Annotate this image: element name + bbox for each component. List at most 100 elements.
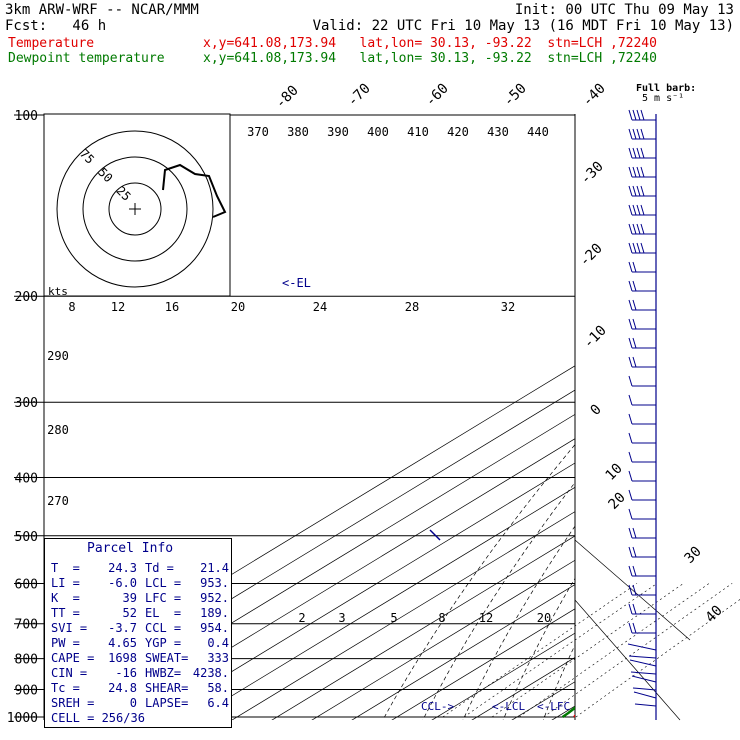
wind-barb-flag (628, 470, 633, 482)
wind-barb-flag (628, 356, 633, 368)
parcel-info-cell: 1698 (108, 651, 137, 665)
hodograph-trace (162, 163, 227, 218)
isotherm-label: -40 (580, 81, 609, 110)
parcel-info-cell: EL = (145, 606, 182, 620)
wind-barb-flag (628, 242, 633, 254)
wind-barb-flag (640, 166, 645, 178)
wind-barb-flag (628, 375, 633, 387)
wind-barb-flag (640, 128, 645, 140)
wind-barb-flag (628, 261, 633, 273)
hodograph-speed-label: 28 (405, 300, 419, 314)
isotherm-line (271, 535, 575, 720)
dry-adiabat-lines (382, 444, 575, 720)
wind-barb (632, 687, 657, 691)
el-marker: <-EL (282, 276, 311, 290)
wind-barb-flag (632, 622, 637, 634)
wind-barb-flag (628, 166, 633, 178)
wind-barb-flag (632, 223, 637, 235)
pressure-tick-label: 100 (15, 109, 38, 124)
wind-barb-flag (628, 280, 633, 292)
hodograph-speed-label: 16 (165, 300, 179, 314)
pressure-tick-label: 1000 (7, 711, 38, 726)
parcel-info-cell: LCL = (145, 576, 182, 590)
hodograph-speed-axis-label: kts (48, 285, 68, 298)
parcel-info-cell: Tc = (51, 681, 80, 695)
parcel-info-cell: SWEAT= (145, 651, 189, 665)
model-title: 3km ARW-WRF -- NCAR/MMM (5, 2, 199, 18)
init-time: Init: 00 UTC Thu 09 May 13 (514, 2, 734, 18)
wind-barb-flag (628, 584, 633, 596)
pressure-tick-label: 300 (15, 396, 38, 411)
wind-barb-flag (636, 166, 641, 178)
theta-label: 370 (247, 125, 269, 139)
wind-barb-flag (640, 242, 645, 254)
wind-barb (628, 655, 657, 659)
pressure-tick-label: 500 (15, 530, 38, 545)
wind-barb-flag (632, 280, 637, 292)
wind-barb-flag (632, 109, 637, 121)
hodograph-ring (56, 130, 214, 288)
sounding-series (561, 706, 575, 719)
wind-barb-flag (632, 261, 637, 273)
wind-barb-flag (640, 147, 645, 159)
wind-barb-flag (632, 527, 637, 539)
parcel-info-cell: YGP = (145, 636, 182, 650)
parcel-info-cell: -16 (115, 666, 137, 680)
parcel-info-cell: CIN = (51, 666, 88, 680)
parcel-info-cell: 4.65 (108, 636, 137, 650)
parcel-info-cell: TT = (51, 606, 80, 620)
parcel-info-cell: SREH = (51, 696, 95, 710)
lfc-marker: <-LFC (537, 700, 570, 713)
wind-barb-flag (628, 565, 633, 577)
parcel-info-cell: HWBZ= (145, 666, 182, 680)
wind-barb-flag (628, 185, 633, 197)
parcel-info-cell: 58. (207, 681, 229, 695)
theta-label: 430 (487, 125, 509, 139)
hodograph-speed-label: 20 (231, 300, 245, 314)
wind-barb-flag (628, 223, 633, 235)
hodograph-speed-label: 12 (111, 300, 125, 314)
parcel-info-cell: 953. (200, 576, 229, 590)
parcel-info-cell: PW = (51, 636, 80, 650)
mixing-ratio-label: 3 (338, 611, 345, 625)
mixing-ratio-line (543, 583, 733, 718)
parcel-info-cell: Td = (145, 561, 174, 575)
parcel-info-cell: 6.4 (207, 696, 229, 710)
pressure-tick-label: 400 (15, 471, 38, 486)
hodograph-speed-label: 24 (313, 300, 327, 314)
wind-barb (630, 671, 657, 675)
wind-barb-flag (628, 128, 633, 140)
wind-barb-flag (628, 622, 633, 634)
parcel-info-cell: CAPE = (51, 651, 95, 665)
wind-barb-flag (640, 109, 645, 121)
theta-side-label: 290 (47, 349, 69, 363)
wind-barb-flag (636, 185, 641, 197)
parcel-info-cell: LI = (51, 576, 80, 590)
parcel-info-cell: 952. (200, 591, 229, 605)
parcel-info-cell: T = (51, 561, 80, 575)
wind-barb-flag (628, 603, 633, 615)
wind-barb-flag (628, 109, 633, 121)
mixing-ratio-line (518, 583, 710, 718)
forecast-hour: Fcst: 46 h (5, 18, 107, 34)
wind-barb (633, 691, 657, 699)
mixing-ratio-label: 8 (438, 611, 445, 625)
wind-barb-flag (628, 451, 633, 463)
theta-label: 380 (287, 125, 309, 139)
barb-legend-unit: 5 m s⁻¹ (642, 93, 685, 104)
parcel-info-cell: SVI = (51, 621, 88, 635)
wind-barb-flag (632, 185, 637, 197)
isotherm-label: -30 (578, 159, 607, 188)
isotherm-label: -70 (345, 81, 374, 110)
temperature-legend-label: Temperature (8, 36, 95, 51)
wind-barb-flag (636, 109, 641, 121)
wind-barb-flag (632, 603, 637, 615)
hodograph-box (43, 113, 231, 297)
parcel-info-cell: 0 (129, 696, 137, 710)
isotherm-line (511, 681, 575, 720)
isotherm-label: -50 (501, 81, 530, 110)
isotherm-line (431, 632, 575, 720)
wind-barb-flag (636, 147, 641, 159)
